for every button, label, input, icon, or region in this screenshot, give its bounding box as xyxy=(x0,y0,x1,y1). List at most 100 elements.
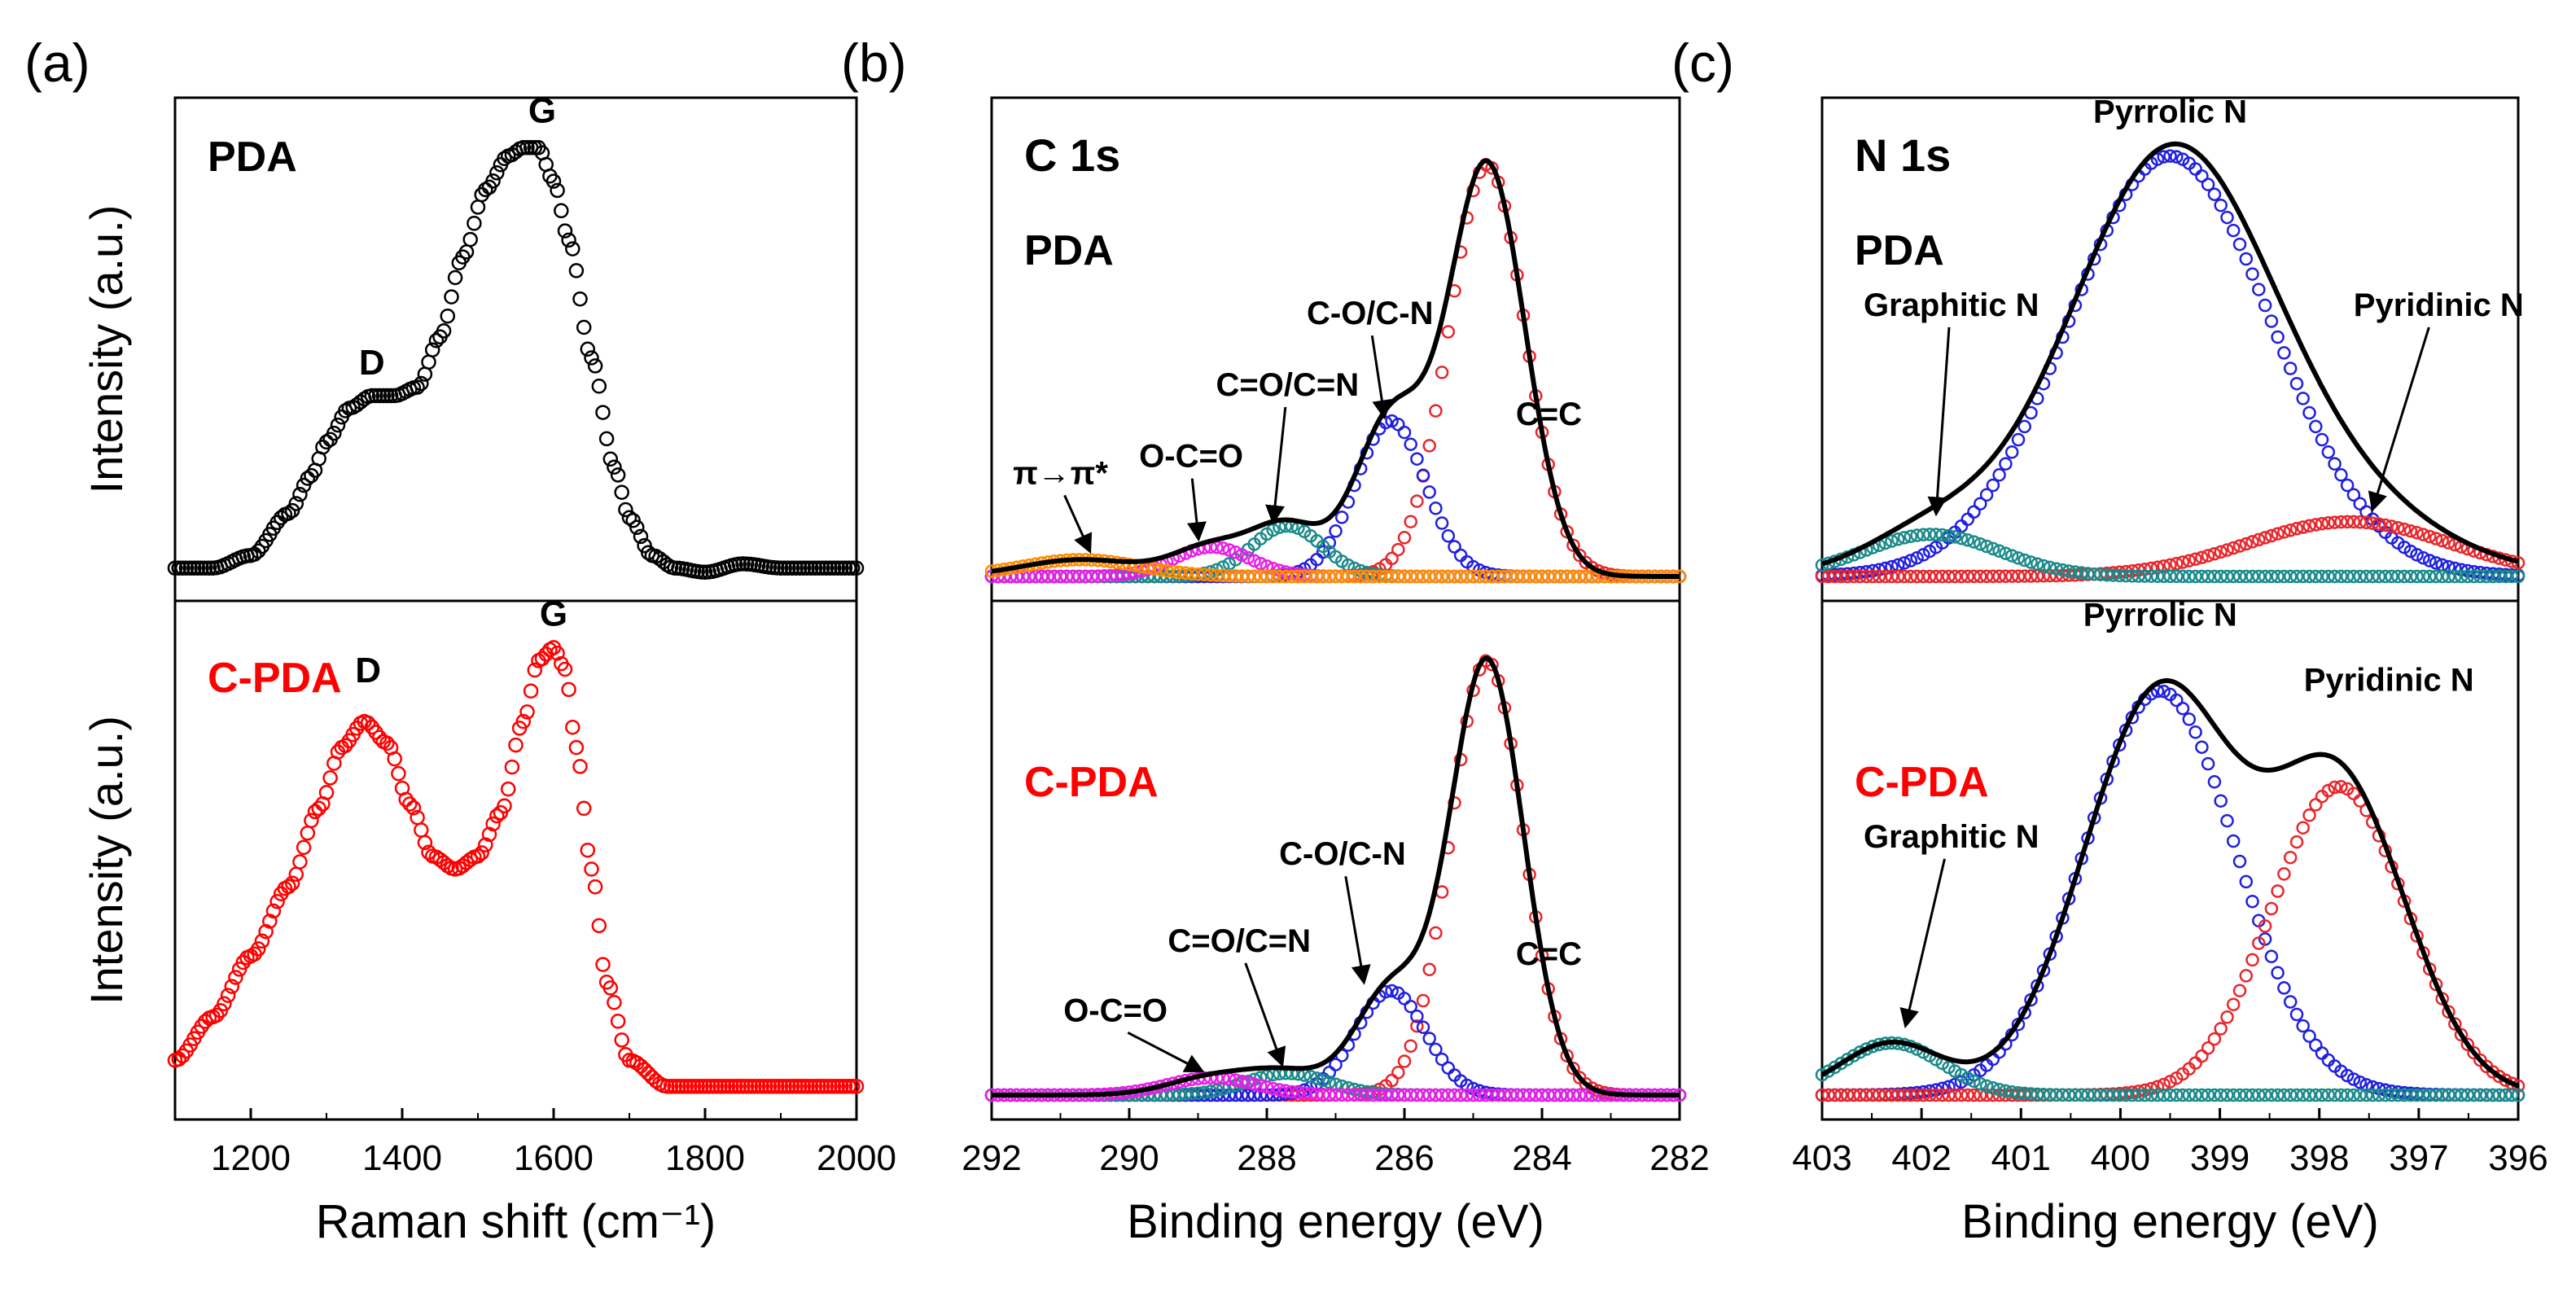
annotation-label: Pyrrolic N xyxy=(2083,598,2237,633)
component-point xyxy=(1510,1088,1524,1102)
component-point xyxy=(1404,999,1417,1014)
component-point xyxy=(1497,569,1512,584)
component-point xyxy=(2239,1088,2254,1102)
component-point xyxy=(2302,569,2316,584)
component-point xyxy=(2252,532,2266,547)
component-point xyxy=(2049,1088,2063,1102)
data-point xyxy=(265,903,282,919)
component-point xyxy=(2353,515,2367,529)
component-point xyxy=(1929,1088,1943,1102)
component-point xyxy=(2271,527,2285,541)
component-point xyxy=(2264,314,2279,328)
data-point xyxy=(515,713,532,730)
component-point xyxy=(2372,517,2386,531)
data-point xyxy=(602,451,619,467)
component-point xyxy=(2340,478,2355,493)
component-point xyxy=(2416,528,2430,541)
data-point xyxy=(217,996,232,1012)
data-point xyxy=(379,735,395,751)
component-point xyxy=(1999,546,2013,560)
component-point xyxy=(2220,569,2234,584)
component-point xyxy=(1397,1088,1412,1102)
component-point xyxy=(1329,524,1343,538)
component-point xyxy=(1535,569,1549,584)
component-point xyxy=(1504,569,1518,584)
component-point xyxy=(1815,558,1829,572)
component-point xyxy=(2486,569,2500,584)
component-point xyxy=(2460,1037,2475,1051)
component-point xyxy=(2429,532,2443,546)
component-point xyxy=(1485,658,1499,672)
component-point xyxy=(1986,569,2000,584)
data-point xyxy=(803,1079,819,1094)
data-point xyxy=(414,822,429,838)
component-point xyxy=(2504,569,2519,584)
data-point xyxy=(247,546,262,562)
sample-label: C-PDA xyxy=(1024,759,1159,806)
component-point xyxy=(2264,528,2279,543)
data-point xyxy=(417,835,433,851)
data-point xyxy=(254,933,270,949)
subplot-c-pda: C-PDA C=C C-O/C-N C=O/C=NO-C=O xyxy=(984,599,1687,1121)
component-point xyxy=(1947,1088,1962,1102)
component-point xyxy=(1416,569,1430,584)
component-point xyxy=(2113,568,2127,583)
component-point xyxy=(1278,1084,1293,1098)
component-point xyxy=(2207,569,2222,584)
x-tick-label: 2000 xyxy=(817,1138,896,1178)
data-point xyxy=(190,560,206,576)
component-point xyxy=(1316,569,1330,584)
component-point xyxy=(1410,1010,1424,1023)
data-point xyxy=(637,1062,652,1077)
component-point xyxy=(2271,884,2285,898)
data-point xyxy=(731,1079,747,1094)
component-point xyxy=(1429,1042,1443,1057)
component-point xyxy=(1122,567,1137,581)
component-point xyxy=(1416,993,1430,1008)
data-point xyxy=(410,379,425,395)
component-point xyxy=(2321,445,2336,459)
data-point xyxy=(228,970,243,985)
component-point xyxy=(2031,1087,2044,1102)
data-point xyxy=(197,1014,213,1029)
component-point xyxy=(2309,798,2323,812)
component-point xyxy=(2232,984,2247,997)
component-point xyxy=(1391,1088,1405,1102)
data-point xyxy=(610,467,626,483)
component-point xyxy=(1466,569,1480,584)
component-point xyxy=(2473,1088,2487,1102)
annotation-label: C=C xyxy=(1516,936,1582,972)
component-point xyxy=(1885,534,1899,548)
subplot-c-pda: C-PDA Pyrrolic N Pyridinic N Graphitic N xyxy=(1815,598,2526,1121)
component-point xyxy=(1216,541,1230,555)
sample-label: C-PDA xyxy=(1855,759,1989,806)
data-point xyxy=(580,341,596,357)
data-point xyxy=(489,165,505,181)
component-point xyxy=(1448,540,1461,554)
component-point xyxy=(2239,537,2254,551)
component-point xyxy=(2004,569,2019,583)
component-point xyxy=(1460,1078,1474,1093)
component-point xyxy=(1159,563,1174,578)
data-point xyxy=(545,173,562,189)
component-point xyxy=(1828,1088,1842,1102)
component-point xyxy=(1273,569,1286,584)
component-4 xyxy=(984,553,1687,584)
x-axis-label: Raman shift (cm⁻¹) xyxy=(316,1195,716,1248)
component-point xyxy=(2346,515,2361,529)
component-point xyxy=(2093,1088,2108,1102)
data-point xyxy=(591,379,607,394)
component-point xyxy=(1860,569,1873,584)
component-point xyxy=(1485,569,1499,584)
component-point xyxy=(2195,569,2209,584)
component-point xyxy=(2378,518,2393,532)
component-point xyxy=(2239,969,2254,983)
component-point xyxy=(2056,1088,2070,1102)
component-point xyxy=(2188,569,2202,584)
component-point xyxy=(1992,1083,2006,1097)
component-point xyxy=(2492,569,2506,584)
component-point xyxy=(2226,834,2241,848)
component-point xyxy=(2499,1088,2512,1102)
component-point xyxy=(2442,536,2456,550)
annotation-label: C=O/C=N xyxy=(1168,923,1311,959)
